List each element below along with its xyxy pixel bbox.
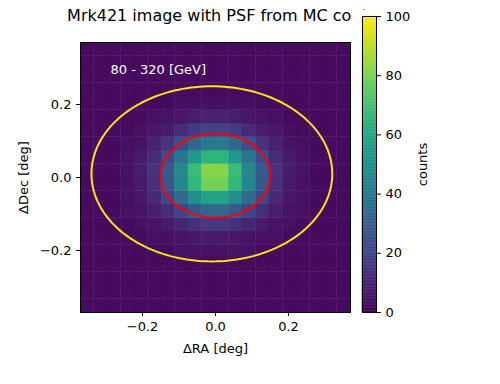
svg-text:20: 20 <box>386 245 403 260</box>
svg-text:100: 100 <box>386 10 411 24</box>
svg-text:80: 80 <box>386 68 403 83</box>
svg-text:−0.2: −0.2 <box>40 243 72 258</box>
svg-text:0.2: 0.2 <box>51 97 72 112</box>
svg-text:−0.2: −0.2 <box>127 319 159 334</box>
svg-text:0.0: 0.0 <box>51 170 72 185</box>
svg-text:0.0: 0.0 <box>205 319 226 334</box>
svg-text:60: 60 <box>386 127 403 142</box>
svg-text:0: 0 <box>386 305 394 320</box>
svg-text:40: 40 <box>386 186 403 201</box>
html-text:Mrk421 image with PSF from MC: Mrk421 image with PSF from MC cont. <box>67 6 373 25</box>
svg-text:counts: counts <box>415 143 430 187</box>
svg-text:ΔDec [deg]: ΔDec [deg] <box>16 141 31 214</box>
svg-text:0.2: 0.2 <box>278 319 299 334</box>
svg-text:80 - 320 [GeV]: 80 - 320 [GeV] <box>111 62 207 77</box>
svg-text:ΔRA [deg]: ΔRA [deg] <box>183 341 248 356</box>
